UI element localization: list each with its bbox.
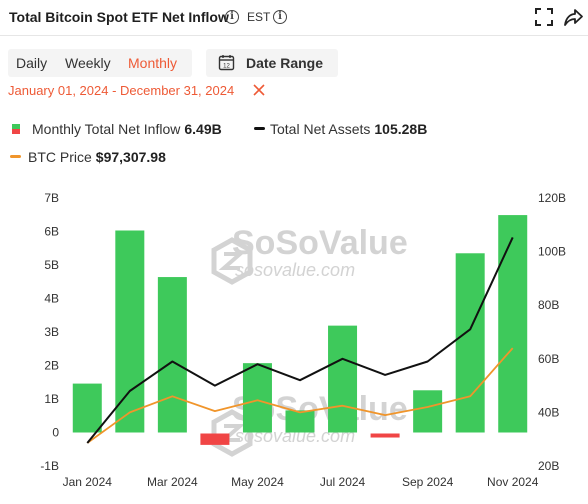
x-tick-label: Jul 2024 xyxy=(320,475,366,489)
inflow-bar[interactable] xyxy=(413,390,443,433)
tab-weekly[interactable]: Weekly xyxy=(65,55,111,71)
date-range-label: Date Range xyxy=(246,55,324,71)
selected-date-range: January 01, 2024 - December 31, 2024 xyxy=(8,83,235,98)
info-icon[interactable]: i xyxy=(225,10,239,24)
legend-value: 105.28B xyxy=(374,121,428,137)
clear-range-icon[interactable] xyxy=(252,83,266,97)
legend-label: Total Net Assets xyxy=(270,121,371,137)
x-tick-label: Nov 2024 xyxy=(487,475,539,489)
inflow-bar[interactable] xyxy=(370,433,400,438)
inflow-legend-swatch xyxy=(12,124,20,134)
legend-item-inflow[interactable]: Monthly Total Net Inflow 6.49B xyxy=(32,121,222,137)
inflow-bar[interactable] xyxy=(200,433,230,445)
legend-item-btc-price[interactable]: BTC Price $97,307.98 xyxy=(28,149,166,165)
inflow-bar[interactable] xyxy=(328,325,358,433)
y-left-tick-label: 1B xyxy=(44,392,59,406)
tab-monthly[interactable]: Monthly xyxy=(128,55,178,71)
y-right-tick-label: 60B xyxy=(538,352,559,366)
tab-daily[interactable]: Daily xyxy=(16,55,48,71)
timezone-label: EST xyxy=(247,10,271,24)
watermark-url: sosovalue.com xyxy=(235,260,355,280)
net-assets-legend-swatch xyxy=(254,127,265,130)
y-right-tick-label: 20B xyxy=(538,459,559,473)
inflow-bar[interactable] xyxy=(455,253,485,433)
btc-price-line[interactable] xyxy=(86,347,514,444)
legend-label: Monthly Total Net Inflow xyxy=(32,121,181,137)
y-right-tick-label: 40B xyxy=(538,405,559,419)
y-left-tick-label: 7B xyxy=(44,191,59,205)
y-right-tick-label: 80B xyxy=(538,298,559,312)
legend-value: 6.49B xyxy=(184,121,222,137)
legend-label: BTC Price xyxy=(28,149,92,165)
watermark-brand: SoSoValue xyxy=(232,224,408,262)
inflow-chart: SoSoValuesosovalue.comSoSoValuesosovalue… xyxy=(40,191,566,489)
y-right-tick-label: 120B xyxy=(538,191,566,205)
inflow-bar[interactable] xyxy=(498,215,528,433)
header: Total Bitcoin Spot ETF Net Inflow i EST … xyxy=(0,0,588,36)
share-icon[interactable] xyxy=(562,6,584,28)
y-left-tick-label: 3B xyxy=(44,325,59,339)
x-tick-label: Sep 2024 xyxy=(402,475,454,489)
legend-value: $97,307.98 xyxy=(95,149,166,165)
y-left-tick-label: 2B xyxy=(44,359,59,373)
period-tabs: Daily Weekly Monthly xyxy=(8,49,192,77)
inflow-bar[interactable] xyxy=(242,363,272,433)
x-tick-label: Jan 2024 xyxy=(63,475,113,489)
calendar-icon: 12 xyxy=(218,55,235,71)
watermark-logo-icon xyxy=(211,237,253,285)
inflow-bar[interactable] xyxy=(72,383,102,433)
y-right-tick-label: 100B xyxy=(538,245,566,259)
y-left-tick-label: 5B xyxy=(44,258,59,272)
y-left-tick-label: 4B xyxy=(44,292,59,306)
svg-text:12: 12 xyxy=(223,64,230,70)
timezone-info-icon[interactable]: i xyxy=(273,10,287,24)
x-tick-label: Mar 2024 xyxy=(147,475,198,489)
inflow-bar[interactable] xyxy=(157,277,187,433)
inflow-bar[interactable] xyxy=(285,410,315,433)
inflow-bar[interactable] xyxy=(115,230,145,433)
y-left-tick-label: -1B xyxy=(40,459,59,473)
y-left-tick-label: 0 xyxy=(52,426,59,440)
legend-item-net-assets[interactable]: Total Net Assets 105.28B xyxy=(270,121,427,137)
x-tick-label: May 2024 xyxy=(231,475,284,489)
page-title: Total Bitcoin Spot ETF Net Inflow xyxy=(9,9,229,25)
y-left-tick-label: 6B xyxy=(44,225,59,239)
fullscreen-icon[interactable] xyxy=(533,6,555,28)
net-assets-line[interactable] xyxy=(86,236,514,444)
date-range-button[interactable]: 12 Date Range xyxy=(206,49,338,77)
btc-price-legend-swatch xyxy=(10,155,21,158)
